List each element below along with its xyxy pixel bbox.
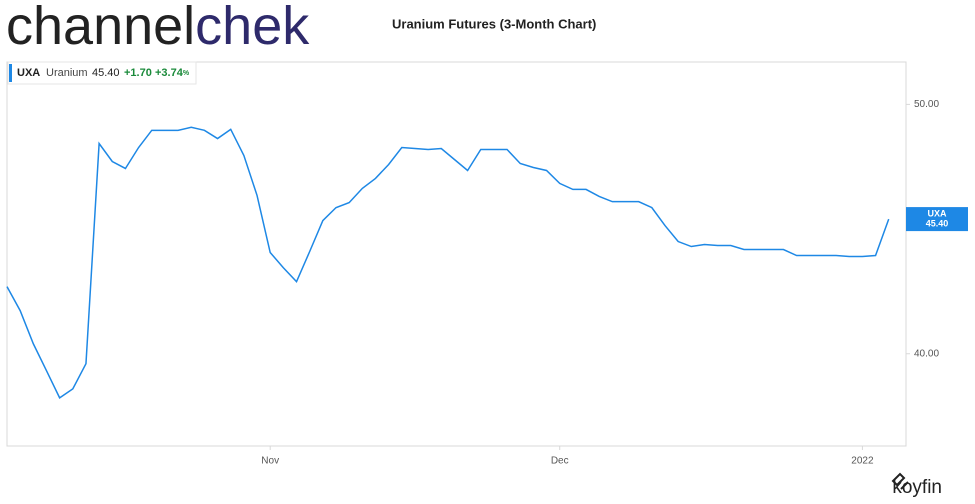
legend-box bbox=[7, 61, 197, 85]
brand-icon bbox=[891, 472, 909, 490]
price-line bbox=[6, 126, 890, 399]
last-price-label: 45.40 bbox=[926, 218, 949, 228]
plot-frame bbox=[6, 61, 907, 447]
brand: koyfin bbox=[892, 477, 942, 498]
x-tick-label: Nov bbox=[261, 456, 279, 467]
last-price-ticker: UXA bbox=[927, 208, 947, 218]
chart-title: Uranium Futures (3-Month Chart) bbox=[392, 16, 596, 31]
legend-change: +1.70 bbox=[124, 67, 152, 79]
y-tick-label: 50.00 bbox=[914, 99, 939, 110]
legend-price: 45.40 bbox=[92, 67, 120, 79]
y-tick-label: 40.00 bbox=[914, 348, 939, 359]
x-tick-label: 2022 bbox=[851, 456, 874, 467]
legend-ticker: UXA bbox=[17, 67, 40, 79]
legend-change-pct: +3.74% bbox=[155, 67, 190, 79]
legend-name: Uranium bbox=[46, 67, 88, 79]
logo: channelchek bbox=[6, 0, 310, 56]
last-price-box bbox=[906, 207, 968, 232]
legend-swatch bbox=[9, 64, 12, 82]
x-tick-label: Dec bbox=[551, 456, 569, 467]
legend-change-pct-value: +3.74 bbox=[155, 67, 184, 79]
logo-main: channel bbox=[6, 0, 195, 56]
logo-accent: chek bbox=[195, 0, 310, 56]
legend-pct-sign: % bbox=[183, 70, 190, 77]
